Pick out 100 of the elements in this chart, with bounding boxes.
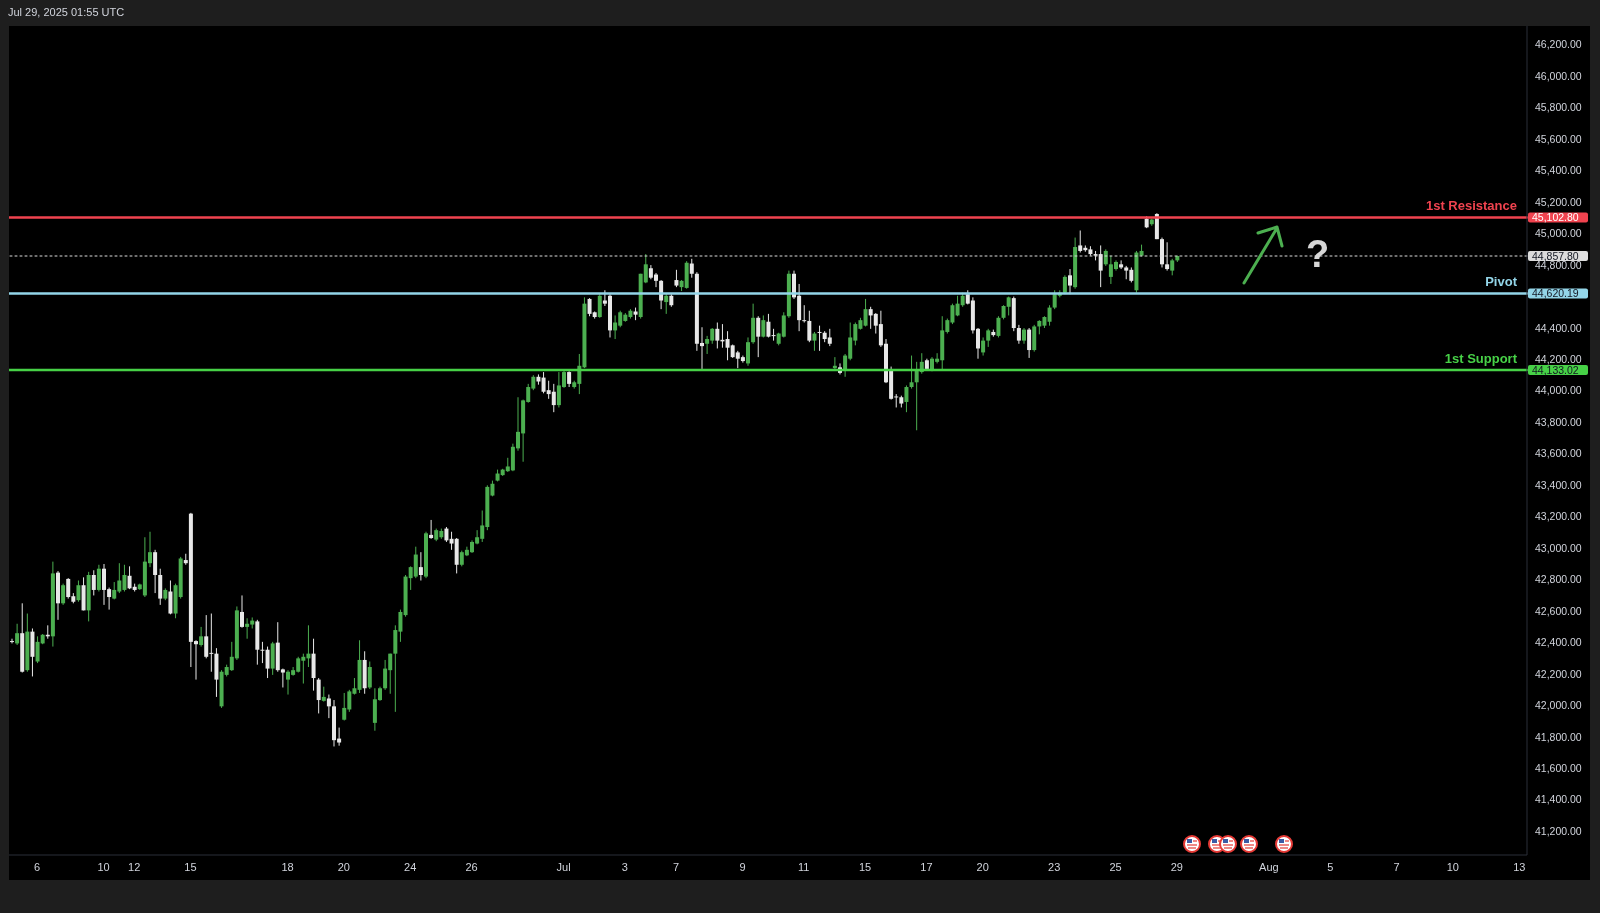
x-tick-label: 20 [976,861,989,873]
y-tick-label: 45,400.00 [1535,164,1582,177]
candlestick [863,298,868,327]
candlestick [418,551,423,581]
x-tick-label: 15 [858,861,872,873]
ref-line-label: 1st Support [1444,351,1518,367]
ref-line-label: Pivot [1485,274,1518,290]
candlestick [342,692,347,721]
annotation: ? [1306,233,1330,276]
candlestick [61,583,66,606]
candlestick [1068,268,1072,295]
candlestick [96,564,101,593]
y-tick-label: 44,200.00 [1535,352,1582,365]
candlestick [429,519,434,540]
x-tick-label: Aug [1259,861,1279,873]
candlestick [807,310,812,343]
y-tick-label: 41,800.00 [1535,730,1582,743]
candlestick [981,336,986,357]
candlestick [996,315,1001,338]
candlestick [260,641,265,664]
x-tick-label: 24 [404,861,417,873]
candlestick [597,293,602,319]
x-tick-label: 15 [184,861,197,873]
x-tick-label: 10 [1446,861,1460,873]
x-tick-label: 13 [1513,861,1526,873]
candlestick [802,304,807,324]
candlestick [91,569,96,596]
x-tick-label: 11 [798,861,810,873]
candlestick [367,661,372,690]
x-tick-label: 6 [34,861,41,873]
candlestick [245,617,250,640]
x-tick-label: 7 [672,861,680,873]
y-tick-label: 41,200.00 [1535,824,1582,837]
candlestick [1016,324,1021,345]
y-tick-label: 45,000.00 [1535,227,1582,240]
x-tick-label: 7 [1393,861,1400,873]
candlestick [904,384,909,413]
candlestick [316,677,321,714]
text: 44,620.19 [1532,286,1579,299]
candlestick [199,626,204,648]
x-tick-label: 5 [1327,861,1334,873]
y-tick-label: 43,600.00 [1535,447,1582,460]
y-tick-label: 41,600.00 [1535,761,1582,774]
x-tick-label: 23 [1048,861,1061,873]
candlestick [746,336,750,367]
candlestick [66,577,71,600]
y-tick-label: 45,200.00 [1535,195,1582,208]
y-tick-label: 43,800.00 [1535,415,1582,428]
y-tick-label: 41,400.00 [1535,793,1582,806]
candlestick [413,546,418,579]
y-tick-label: 44,000.00 [1535,384,1582,397]
x-tick-label: Jul [556,861,571,873]
candlestick [204,614,209,659]
y-tick-label: 43,400.00 [1535,478,1582,491]
candlestick [1047,304,1052,327]
y-tick-label: 43,000.00 [1535,541,1582,554]
y-tick-label: 45,800.00 [1535,101,1582,114]
candlestick [76,580,81,603]
candlestick [613,314,618,340]
candlestick [168,580,173,615]
candlestick [812,331,817,352]
y-tick-label: 46,200.00 [1535,38,1582,51]
x-tick-label: 29 [1170,861,1184,873]
candlestick [689,258,694,279]
y-tick-label: 42,800.00 [1535,573,1582,586]
candlestick [1119,259,1124,270]
candlestick [664,293,669,315]
x-tick-label: 3 [621,861,628,873]
text: 44,133.02 [1532,363,1579,376]
candlestick [756,315,761,358]
candlestick [1027,327,1032,359]
candlestick [153,549,158,594]
y-tick-label: 42,600.00 [1535,604,1582,617]
candlestick [986,328,991,348]
candlestick [771,328,776,342]
x-tick-label: 20 [337,861,350,873]
x-tick-label: 12 [128,861,141,873]
candlestick [1078,230,1083,254]
candlestick [551,383,556,413]
candlestick [817,325,822,352]
candlestick [265,646,270,679]
y-tick-label: 44,400.00 [1535,321,1582,334]
x-tick-label: 17 [920,861,933,873]
x-tick-label: 10 [97,861,110,873]
y-tick-label: 42,000.00 [1535,699,1582,712]
candlestick [909,355,914,390]
candlestick [240,594,244,629]
x-tick-label: 9 [739,861,746,873]
x-tick-label: 18 [281,861,294,873]
candlestick [15,623,20,646]
y-tick-label: 45,600.00 [1535,132,1582,145]
text: 45,102.80 [1532,210,1579,223]
y-tick-label: 42,200.00 [1535,667,1582,680]
candlestick [10,638,14,644]
candlestick [1032,324,1037,353]
y-tick-label: 46,000.00 [1535,69,1582,82]
ref-line-label: 1st Resistance [1425,198,1517,214]
candlestick [715,322,720,349]
candlestick [326,694,331,719]
candlestick [158,568,163,606]
